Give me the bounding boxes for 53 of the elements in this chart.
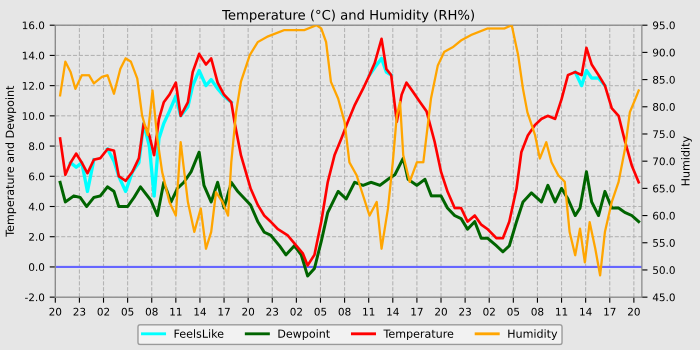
x-tick-label: 23 [266,308,278,316]
x-tick-label: 05 [122,308,134,316]
x-tick-label: 08 [146,308,158,316]
y2-tick-label: 80.0 [653,103,675,111]
x-tick-label: 11 [556,308,568,316]
y2-tick-label: 95.0 [652,21,675,30]
legend-label: Temperature [383,330,454,340]
y2-tick-label: 45.0 [652,293,675,302]
x-tick-label: 08 [338,308,350,316]
y-tick-label: 6.0 [29,172,44,180]
y-tick-label: 2.0 [29,232,44,241]
y2-tick-label: 70.0 [653,157,675,166]
y-axis-title: Temperature and Dewpoint [5,86,16,237]
chart-title: Temperature (°C) and Humidity (RH%) [222,10,474,22]
x-tick-label: 20 [435,308,447,316]
x-tick-label: 02 [483,308,495,316]
x-tick-label: 17 [411,308,423,316]
x-tick-label: 08 [531,308,544,316]
x-tick-label: 14 [387,308,399,316]
y2-tick-label: 65.0 [653,184,675,192]
x-tick-label: 11 [170,308,182,316]
legend-label: Dewpoint [278,329,330,340]
legend-label: FeelsLike [174,329,224,338]
y2-tick-label: 90.0 [652,48,675,56]
y2-tick-label: 60.0 [653,212,675,220]
x-tick-label: 14 [580,308,592,316]
x-tick-label: 02 [98,308,110,316]
x-tick-label: 23 [459,308,471,316]
x-tick-label: 17 [218,308,230,316]
x-tick-label: 20 [242,308,254,316]
legend-label: Humidity [508,329,558,340]
x-tick-label: 02 [290,308,302,316]
x-tick-label: 20 [49,308,62,316]
x-tick-label: 05 [507,308,520,316]
x-tick-label: 23 [74,308,86,316]
y2-tick-label: 55.0 [653,238,675,247]
x-tick-label: 11 [363,308,374,316]
y-tick-label: 12.0 [22,82,44,90]
x-tick-label: 05 [314,308,326,316]
x-tick-label: 20 [628,308,640,316]
y2-axis-title: Humidity [681,136,692,186]
y-tick-label: 10.0 [22,112,44,120]
y-tick-label: 14.0 [22,52,44,60]
x-tick-label: 14 [194,308,206,316]
y2-tick-label: 85.0 [653,76,675,84]
y2-tick-label: 75.0 [653,130,675,138]
x-tick-label: 17 [604,308,616,316]
y-tick-label: 0.0 [29,263,44,272]
y-tick-label: 16.0 [22,21,44,30]
y2-tick-label: 50.0 [653,266,675,274]
y-tick-label: 8.0 [29,142,44,150]
y-tick-label: -2.0 [25,293,44,302]
y-tick-label: 4.0 [28,202,44,211]
